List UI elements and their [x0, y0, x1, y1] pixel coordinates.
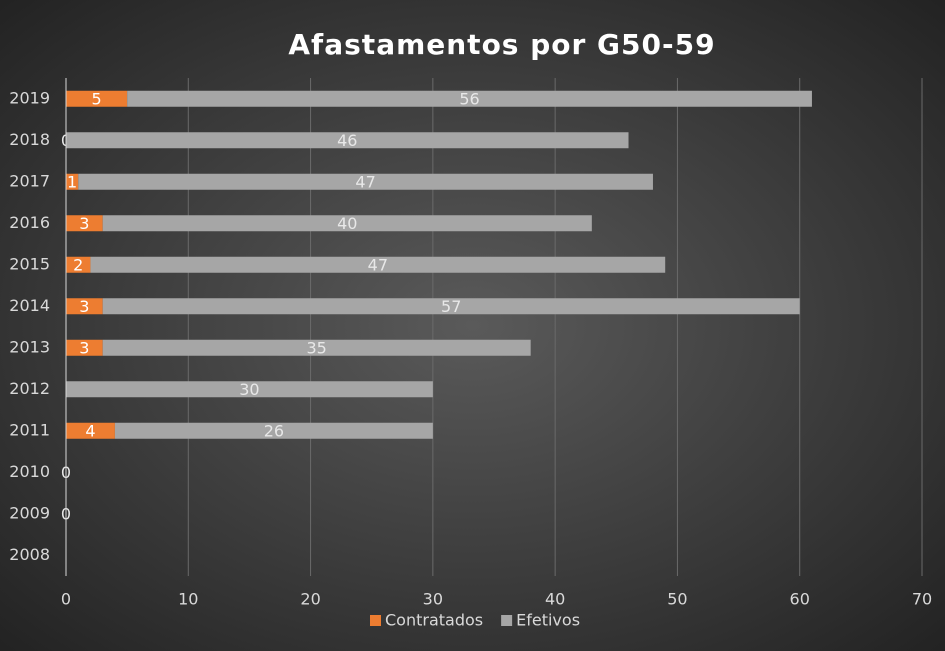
- x-tick-label: 10: [178, 590, 198, 609]
- bar-segment: [78, 173, 653, 190]
- bar-segment: [66, 256, 91, 273]
- y-tick-label: 2011: [9, 420, 50, 439]
- legend-swatch: [501, 615, 513, 626]
- bar-segment: [66, 173, 79, 190]
- y-tick-label: 2010: [9, 462, 50, 481]
- y-tick-label: 2008: [9, 545, 50, 564]
- legend-label: Contratados: [385, 611, 483, 630]
- y-tick-label: 2018: [9, 130, 50, 149]
- data-label: 26: [264, 421, 284, 440]
- data-label: 3: [79, 338, 89, 357]
- legend-swatch: [370, 615, 381, 626]
- bar-segment: [102, 215, 592, 232]
- data-label: 4: [85, 421, 95, 440]
- y-tick-label: 2013: [9, 337, 50, 356]
- bar-segment: [66, 339, 103, 356]
- bar-segment: [90, 256, 666, 273]
- y-tick-label: 2012: [9, 379, 50, 398]
- y-tick-label: 2016: [9, 213, 50, 232]
- y-tick-label: 2009: [9, 503, 50, 522]
- bar-segment: [114, 422, 433, 439]
- x-tick-label: 30: [423, 590, 443, 609]
- data-label: 47: [355, 172, 375, 191]
- x-tick-label: 0: [61, 590, 71, 609]
- legend-label: Efetivos: [516, 611, 580, 630]
- x-tick-label: 60: [790, 590, 810, 609]
- x-tick-label: 20: [300, 590, 320, 609]
- data-label: 3: [79, 297, 89, 316]
- bar-segment: [102, 339, 531, 356]
- bar-segment: [102, 298, 800, 315]
- data-label: 35: [307, 338, 327, 357]
- bar-segment: [66, 215, 103, 232]
- bar-segment: [66, 132, 629, 149]
- bar-segment: [66, 90, 128, 107]
- data-label: 3: [79, 214, 89, 233]
- y-tick-label: 2015: [9, 254, 50, 273]
- bar-segment: [66, 298, 103, 315]
- data-label: 30: [239, 380, 259, 399]
- data-label: 56: [459, 89, 479, 108]
- bar-segment: [66, 422, 115, 439]
- data-label: 5: [91, 89, 101, 108]
- data-label: 40: [337, 214, 357, 233]
- x-tick-label: 40: [545, 590, 565, 609]
- data-label: 1: [67, 172, 77, 191]
- x-tick-label: 70: [912, 590, 932, 609]
- x-tick-label: 50: [667, 590, 687, 609]
- chart-title: Afastamentos por G50-59: [288, 28, 715, 61]
- y-tick-label: 2017: [9, 171, 50, 190]
- data-label: 46: [337, 131, 357, 150]
- data-label: 2: [73, 255, 83, 274]
- y-tick-label: 2019: [9, 88, 50, 107]
- y-tick-label: 2014: [9, 296, 50, 315]
- bar-segment: [66, 381, 433, 398]
- data-label: 47: [368, 255, 388, 274]
- data-label: 57: [441, 297, 461, 316]
- bar-segment: [127, 90, 812, 107]
